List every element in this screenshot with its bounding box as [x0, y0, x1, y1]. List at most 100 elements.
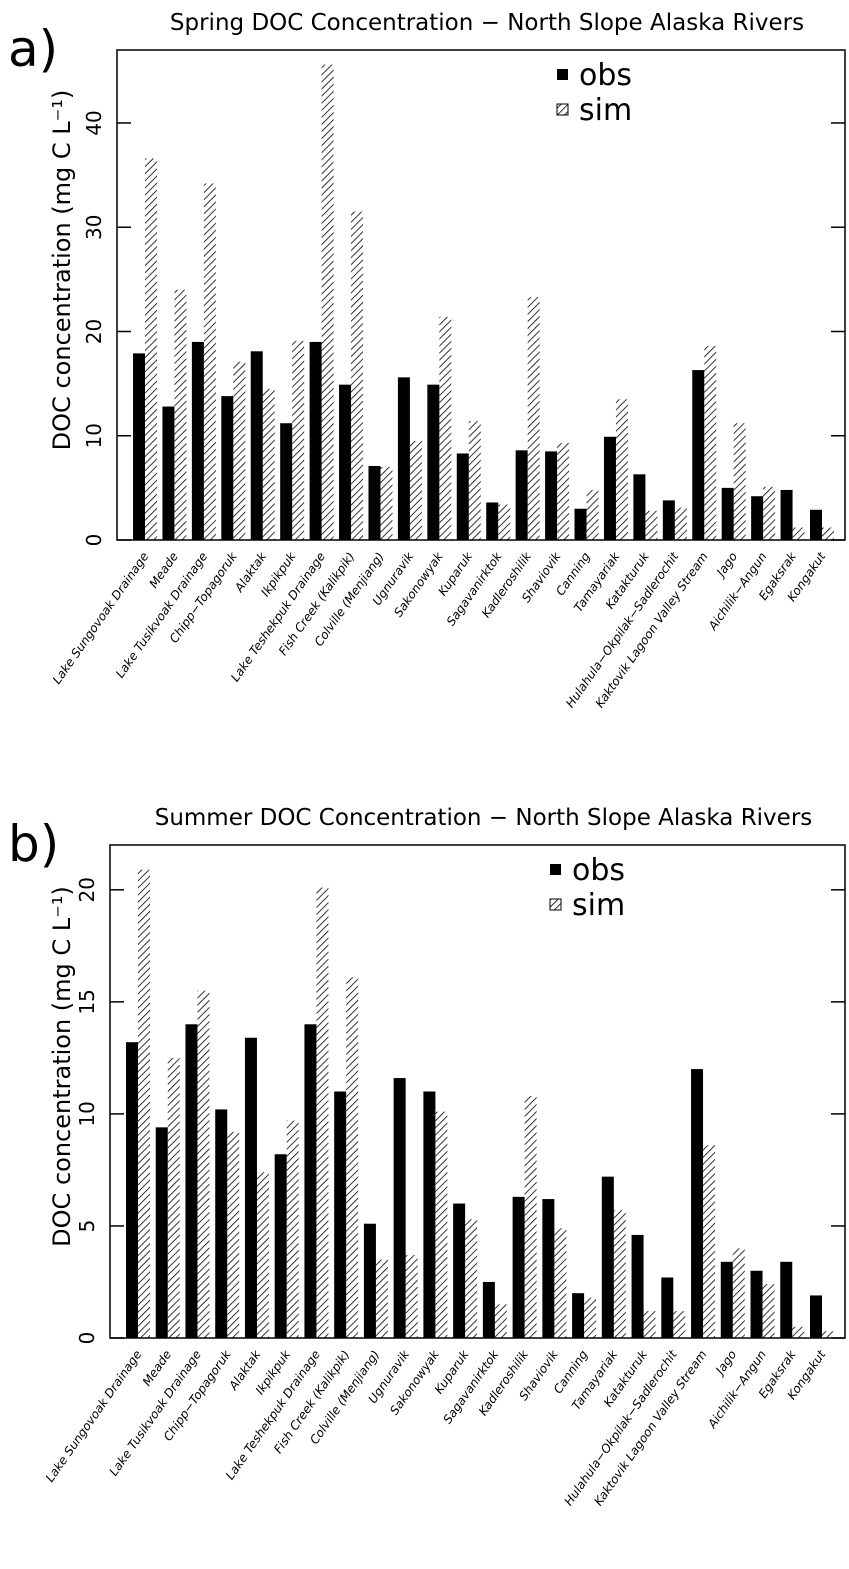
- bar: [380, 467, 393, 540]
- bar: [155, 1127, 168, 1338]
- legend-swatch: [556, 103, 569, 116]
- bar: [512, 1196, 525, 1338]
- y-tick-label: 0: [82, 534, 106, 547]
- bar: [126, 1042, 138, 1338]
- bar: [439, 316, 452, 540]
- y-tick-label: 20: [75, 877, 99, 902]
- bar: [572, 1293, 585, 1338]
- bar: [603, 436, 616, 540]
- bar: [280, 423, 293, 540]
- bar: [456, 453, 469, 540]
- bar: [498, 504, 511, 540]
- bar: [721, 487, 734, 540]
- bar: [339, 384, 352, 540]
- bar: [203, 183, 216, 540]
- x-tick-label: Jago: [712, 1348, 739, 1379]
- y-tick-label: 40: [82, 110, 106, 135]
- plot-frame: [116, 49, 846, 541]
- bar: [704, 346, 717, 540]
- bar: [494, 1304, 507, 1338]
- bar: [393, 1078, 406, 1338]
- bar: [274, 1154, 287, 1338]
- bar: [409, 440, 422, 540]
- bar: [557, 443, 570, 540]
- bar: [733, 423, 746, 540]
- y-tick-label: 15: [75, 989, 99, 1014]
- bar: [633, 474, 646, 540]
- bar: [601, 1176, 614, 1338]
- bar: [174, 289, 187, 540]
- bar: [227, 1131, 240, 1338]
- bar: [423, 1091, 436, 1338]
- bar: [613, 1210, 626, 1338]
- chart-title: Summer DOC Concentration − North Slope A…: [155, 805, 813, 831]
- bar: [545, 451, 558, 540]
- bar: [286, 1120, 299, 1338]
- bar: [703, 1145, 716, 1338]
- x-tick-label: Lake Sungovoak Drainage: [43, 1348, 145, 1485]
- bar: [138, 869, 150, 1338]
- bar: [542, 1199, 555, 1338]
- chart-title: Spring DOC Concentration − North Slope A…: [170, 10, 804, 36]
- bar: [662, 500, 675, 540]
- y-tick-label: 5: [75, 1220, 99, 1233]
- bar: [631, 1234, 644, 1338]
- bar: [482, 1281, 495, 1338]
- y-tick-label: 20: [82, 319, 106, 344]
- panel-label: a): [8, 20, 58, 78]
- y-tick-label: 0: [75, 1332, 99, 1345]
- bar: [643, 1311, 656, 1338]
- bar: [810, 1295, 822, 1338]
- bar: [486, 502, 499, 540]
- legend-swatch: [557, 69, 568, 80]
- bar: [185, 1024, 198, 1338]
- bar: [427, 384, 440, 540]
- bar: [762, 1284, 775, 1338]
- x-tick-label: Jago: [713, 550, 740, 581]
- bar: [145, 158, 157, 540]
- bar: [750, 1270, 763, 1338]
- bar: [453, 1203, 466, 1338]
- bar: [822, 1331, 834, 1338]
- x-tick-label: Lake Sungovoak Drainage: [50, 550, 152, 687]
- bar: [375, 1259, 388, 1338]
- bar: [465, 1219, 478, 1338]
- bar: [751, 496, 764, 540]
- bar: [435, 1111, 448, 1338]
- bar: [822, 527, 834, 540]
- bar: [645, 510, 658, 540]
- bar: [692, 370, 705, 540]
- bar: [673, 1311, 686, 1338]
- bar: [316, 887, 329, 1338]
- bar: [810, 509, 822, 540]
- bar: [262, 388, 275, 540]
- y-tick-label: 10: [82, 423, 106, 448]
- legend-label: obs: [579, 58, 632, 93]
- bar: [162, 406, 175, 540]
- legend-swatch: [550, 864, 561, 875]
- bar: [191, 341, 204, 540]
- y-tick-label: 10: [75, 1101, 99, 1126]
- bar: [792, 527, 805, 540]
- bar: [615, 399, 628, 540]
- bar: [515, 450, 528, 540]
- bar: [363, 1223, 376, 1338]
- bar: [405, 1255, 418, 1338]
- legend-swatch: [549, 898, 562, 911]
- y-tick-label: 30: [82, 215, 106, 240]
- bar: [661, 1277, 674, 1338]
- bar: [292, 340, 305, 540]
- bar: [244, 1037, 257, 1338]
- legend-label: obs: [572, 853, 625, 888]
- legend-label: sim: [572, 888, 625, 923]
- bar: [215, 1109, 228, 1338]
- bar: [691, 1069, 704, 1338]
- bar: [763, 486, 776, 540]
- bar: [732, 1248, 745, 1338]
- bar: [346, 977, 359, 1338]
- bar: [780, 489, 793, 540]
- bar: [250, 351, 263, 540]
- bar: [304, 1024, 317, 1338]
- bar: [221, 396, 234, 540]
